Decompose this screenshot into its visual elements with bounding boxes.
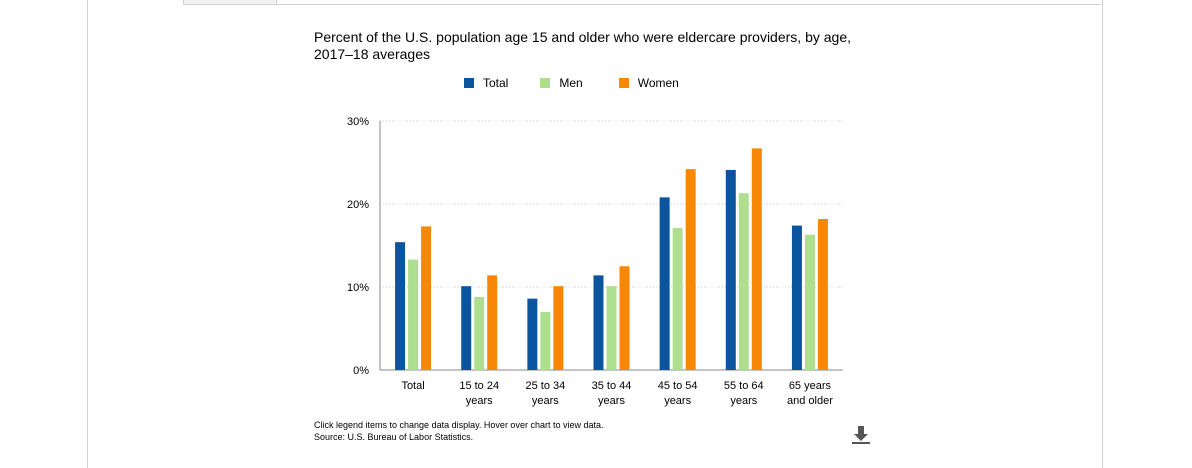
legend-label-men: Men [559, 76, 583, 90]
bar-total [659, 197, 670, 370]
chart-title: Percent of the U.S. population age 15 an… [314, 29, 851, 62]
bar-women [619, 266, 630, 370]
bar-total [395, 242, 406, 370]
x-tick-label: 65 years [789, 380, 832, 392]
legend-label-total: Total [483, 76, 509, 90]
bar-men [606, 286, 617, 370]
bar-men [540, 311, 551, 370]
bar-total [593, 275, 604, 370]
chart-source: Source: U.S. Bureau of Labor Statistics. [314, 432, 474, 442]
x-tick-label: 55 to 64 [724, 380, 764, 392]
legend-swatch-total [464, 78, 474, 88]
legend-item-women[interactable]: Women [618, 76, 679, 90]
x-tick-label: and older [787, 395, 833, 407]
y-tick-label: 0% [353, 365, 369, 377]
y-tick-label: 20% [347, 199, 369, 211]
bar-men [738, 193, 749, 370]
bar-women [751, 148, 762, 370]
download-icon[interactable] [851, 425, 871, 445]
content-frame [87, 0, 1103, 468]
bar-total [527, 298, 538, 370]
bar-total [725, 169, 736, 370]
x-tick-label: years [730, 395, 757, 407]
legend-item-men[interactable]: Men [540, 76, 583, 90]
bar-chart[interactable]: 0% 10% 20% 30% Total 15 to 24 years 25 to 34 yea… [0, 0, 1192, 450]
tab-divider [183, 4, 1101, 5]
chart-legend: Total Men Women [464, 76, 711, 90]
bar-women [553, 286, 564, 370]
chart-note: Click legend items to change data displa… [314, 420, 604, 430]
x-tick-label: years [466, 395, 493, 407]
tab-button[interactable] [183, 0, 277, 5]
bar-total [461, 286, 472, 370]
x-tick-label: years [664, 395, 691, 407]
y-tick-label: 30% [347, 116, 369, 128]
x-tick-label: years [532, 395, 559, 407]
bar-women [685, 169, 696, 370]
bar-men [408, 259, 419, 370]
x-tick-label: 35 to 44 [592, 380, 632, 392]
x-tick-label: 15 to 24 [459, 380, 499, 392]
legend-label-women: Women [637, 76, 679, 90]
bar-men [474, 296, 485, 370]
bar-women [421, 226, 432, 370]
x-tick-label: Total [401, 380, 424, 392]
legend-swatch-men [540, 78, 551, 88]
bar-men [672, 228, 683, 370]
x-tick-label: 45 to 54 [658, 380, 698, 392]
bar-total [791, 225, 802, 370]
bar-men [804, 234, 815, 370]
x-tick-label: 25 to 34 [525, 380, 565, 392]
x-tick-label: years [598, 395, 625, 407]
legend-item-total[interactable]: Total [464, 76, 508, 90]
chart-footer: Click legend items to change data displa… [314, 419, 603, 443]
bar-women [817, 218, 828, 370]
bar-women [487, 275, 498, 370]
legend-swatch-women [618, 78, 629, 88]
y-tick-label: 10% [347, 282, 369, 294]
